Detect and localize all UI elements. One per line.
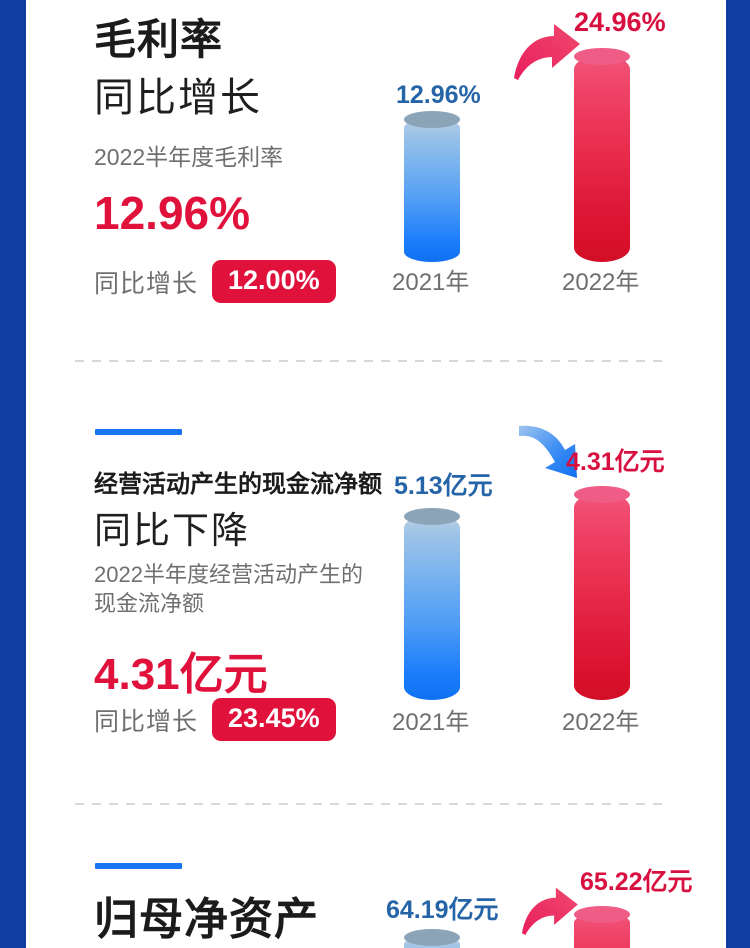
arrow-down-curved-blue-icon — [519, 425, 577, 478]
section-operating-cash-flow: 经营活动产生的现金流净额 同比下降 2022半年度经营活动产生的现金流净额 4.… — [26, 400, 726, 780]
gross-margin-caption: 2022半年度毛利率 — [94, 144, 284, 170]
operating-cash-flow-title-light: 同比下降 — [94, 510, 250, 551]
gross-margin-title-bold: 毛利率 — [94, 16, 224, 63]
gross-margin-year-label-2022: 2022年 — [562, 269, 640, 296]
section-divider-1 — [75, 360, 665, 362]
gross-margin-bar-2021 — [404, 111, 460, 262]
net-assets-chart: 64.19亿元 65.22亿元 — [366, 843, 726, 948]
gross-margin-value-label-2021: 12.96% — [396, 81, 481, 109]
operating-cash-flow-accent-bar — [95, 429, 182, 435]
operating-cash-flow-growth-label: 同比增长 — [94, 707, 199, 736]
operating-cash-flow-bar-2021 — [404, 508, 460, 700]
bar-body — [404, 515, 460, 700]
bar-cap — [574, 48, 630, 65]
net-assets-bar-2021 — [404, 929, 460, 948]
operating-cash-flow-bar-2022 — [574, 486, 630, 700]
bar-body — [574, 55, 630, 262]
bar-cap — [404, 929, 460, 946]
section-gross-margin: 毛利率 同比增长 2022半年度毛利率 12.96% 同比增长 12.00% 1… — [26, 0, 726, 340]
gross-margin-year-label-2021: 2021年 — [392, 269, 470, 296]
net-assets-value-label-2022: 65.22亿元 — [580, 868, 693, 896]
section-divider-2 — [75, 803, 665, 805]
bar-cap — [404, 111, 460, 128]
operating-cash-flow-caption: 2022半年度经营活动产生的现金流净额 — [94, 562, 363, 617]
operating-cash-flow-year-label-2021: 2021年 — [392, 709, 470, 736]
net-assets-value-label-2021: 64.19亿元 — [386, 896, 499, 924]
gross-margin-growth-badge: 12.00% — [212, 260, 336, 303]
net-assets-accent-bar — [95, 863, 182, 869]
gross-margin-title-light: 同比增长 — [94, 76, 262, 120]
right-edge-band — [726, 0, 750, 948]
operating-cash-flow-value-label-2021: 5.13亿元 — [394, 472, 493, 500]
operating-cash-flow-chart: 5.13亿元 2021年 — [366, 400, 726, 780]
arrow-up-curved-red-icon — [514, 24, 580, 80]
bar-body — [404, 118, 460, 262]
operating-cash-flow-growth-row: 同比增长 23.45% — [94, 698, 336, 741]
operating-cash-flow-big-number: 4.31亿元 — [94, 650, 268, 699]
section-net-assets: 归母净资产 64.19亿元 — [26, 843, 726, 948]
net-assets-title-bold: 归母净资产 — [94, 895, 319, 944]
bar-cap — [574, 486, 630, 503]
operating-cash-flow-value-label-2022: 4.31亿元 — [566, 448, 665, 476]
gross-margin-big-number: 12.96% — [94, 187, 251, 239]
content-canvas: 毛利率 同比增长 2022半年度毛利率 12.96% 同比增长 12.00% 1… — [26, 0, 726, 948]
left-edge-band — [0, 0, 26, 948]
gross-margin-bar-2022 — [574, 48, 630, 262]
gross-margin-value-label-2022: 24.96% — [574, 7, 666, 37]
gross-margin-growth-label: 同比增长 — [94, 269, 199, 298]
operating-cash-flow-growth-badge: 23.45% — [212, 698, 336, 741]
gross-margin-chart: 12.96% 2021年 24.9 — [366, 0, 726, 340]
operating-cash-flow-year-label-2022: 2022年 — [562, 709, 640, 736]
operating-cash-flow-title-bold: 经营活动产生的现金流净额 — [94, 471, 382, 498]
bar-cap — [574, 906, 630, 923]
arrow-up-curved-red-icon — [522, 887, 578, 935]
net-assets-bar-2022 — [574, 906, 630, 948]
bar-cap — [404, 508, 460, 525]
bar-body — [574, 493, 630, 700]
gross-margin-growth-row: 同比增长 12.00% — [94, 260, 336, 303]
